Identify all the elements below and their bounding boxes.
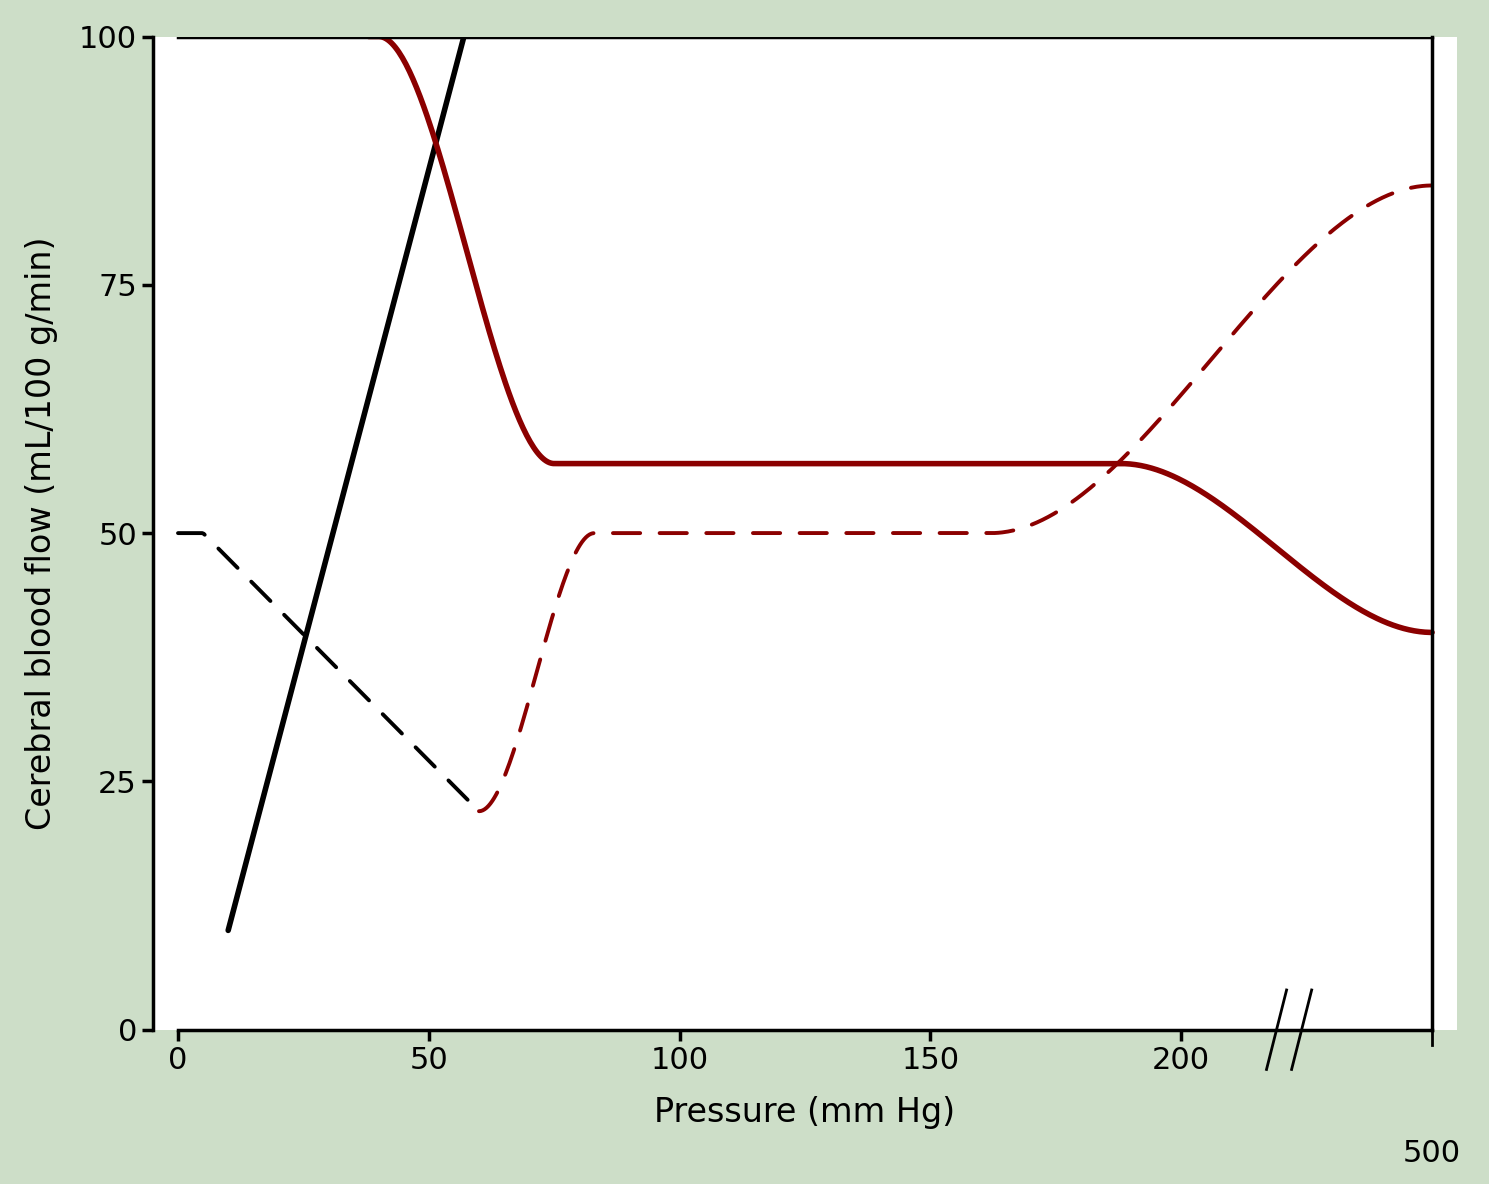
Text: 500: 500 (1403, 1139, 1461, 1167)
Y-axis label: Cerebral blood flow (mL/100 g/min): Cerebral blood flow (mL/100 g/min) (25, 237, 58, 830)
X-axis label: Pressure (mm Hg): Pressure (mm Hg) (655, 1095, 956, 1128)
